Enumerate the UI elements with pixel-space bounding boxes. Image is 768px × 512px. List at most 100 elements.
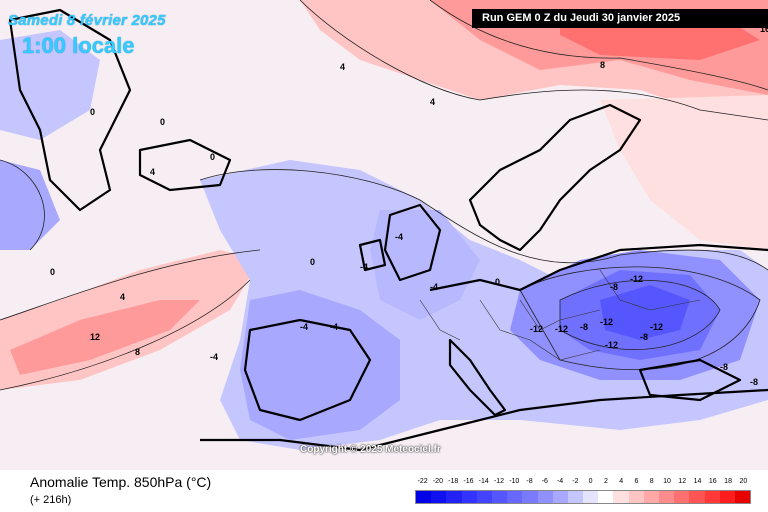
border-line [519, 299, 601, 331]
scale-swatch [659, 491, 675, 503]
forecast-hour: 1:00 locale [22, 33, 135, 58]
scale-label: -18 [448, 478, 459, 485]
scale-label: 10 [663, 478, 671, 485]
coastline-scandinavia [468, 103, 642, 252]
scale-swatch [674, 491, 690, 503]
cold-anomaly-iberia [240, 290, 400, 440]
scale-swatch [598, 491, 614, 503]
isotherm-label: -12 [630, 274, 643, 284]
coastline-north-europe [429, 243, 768, 292]
isotherm-line [299, 0, 768, 121]
isotherm-label: -8 [610, 282, 618, 292]
isotherm-label: 0 [90, 107, 95, 117]
scale-label: 14 [693, 478, 702, 485]
isotherm-label: 16 [760, 24, 768, 34]
scale-swatch [461, 491, 477, 503]
scale-swatch [491, 491, 508, 503]
scale-label: 12 [678, 478, 687, 485]
isotherm-label: -8 [720, 362, 728, 372]
warm-anomaly-atlantic-core [10, 300, 200, 375]
forecast-date: Samedi 8 février 2025 [8, 12, 166, 29]
isotherm-label: -4 [300, 322, 308, 332]
scale-label: -6 [541, 478, 548, 485]
scale-label: -8 [526, 478, 533, 485]
isotherm-line [0, 279, 251, 391]
isotherm-label: -12 [530, 324, 543, 334]
scale-label: -20 [432, 478, 443, 485]
isotherm-label: 8 [135, 347, 140, 357]
isotherm-label: 0 [50, 267, 55, 277]
isotherm-line [0, 249, 261, 321]
scale-swatch [416, 491, 432, 503]
color-scale-bar [415, 490, 751, 504]
isotherm-lines [0, 0, 768, 391]
coastline-britain [383, 203, 442, 282]
scale-swatch [734, 491, 751, 503]
scale-label: -22 [417, 478, 428, 485]
scale-swatch [522, 491, 538, 503]
isotherm-line [0, 159, 45, 251]
scale-swatch [537, 491, 553, 503]
cold-anomaly-west [0, 160, 60, 250]
scale-swatch [643, 491, 659, 503]
model-run-banner: Run GEM 0 Z du Jeudi 30 janvier 2025 [472, 9, 768, 28]
isotherm-label: -4 [360, 262, 368, 272]
isotherm-label: 0 [310, 257, 315, 267]
isotherm-label: -8 [640, 332, 648, 342]
isotherm-label: 4 [430, 97, 435, 107]
isotherm-label: -12 [605, 340, 618, 350]
coastline-iceland [138, 138, 232, 192]
scale-swatch [704, 491, 720, 503]
scale-swatch [552, 491, 568, 503]
border-line [419, 299, 461, 341]
border-line [599, 269, 701, 311]
isotherm-label: -8 [750, 377, 758, 387]
scale-swatch [583, 491, 599, 503]
scale-label: 16 [708, 478, 717, 485]
isotherm-label: -4 [395, 232, 403, 242]
scale-swatch [507, 491, 523, 503]
isotherm-label: 8 [600, 60, 605, 70]
scale-label: 8 [649, 478, 654, 485]
forecast-step: (+ 216h) [30, 494, 72, 506]
scale-label: 0 [588, 478, 593, 485]
scale-swatch [446, 491, 462, 503]
coastlines [8, 8, 768, 452]
isotherm-label: -4 [430, 282, 438, 292]
warm-anomaly-east [600, 95, 768, 250]
scale-label: 20 [739, 478, 748, 485]
scale-label: 6 [634, 478, 639, 485]
isotherm-label: 0 [210, 152, 215, 162]
borders [419, 269, 701, 361]
coastline-black-sea [638, 358, 742, 402]
scale-swatch [613, 491, 629, 503]
scale-label: -12 [493, 478, 505, 485]
scale-swatch [689, 491, 705, 503]
cold-anomaly-greenland [0, 30, 100, 140]
isotherm-label: -8 [580, 322, 588, 332]
isotherm-label: 4 [340, 62, 345, 72]
scale-label: 4 [619, 478, 624, 485]
scale-label: -2 [572, 478, 579, 485]
isotherm-line [519, 266, 761, 371]
scale-label: 2 [603, 478, 608, 485]
color-scale: -22 -20 -18 -16 -14 -12 -10 -8 -6 -4 -2 0 2 4 6 8 10 12 14… [415, 478, 751, 508]
isotherm-label: 12 [90, 332, 100, 342]
scale-swatch [719, 491, 735, 503]
coastline-greenland [8, 8, 132, 212]
isotherm-line [429, 0, 768, 91]
isotherm-line [199, 169, 768, 271]
coastline-iberia [243, 318, 372, 422]
scale-label: -4 [556, 478, 564, 485]
isotherm-label: -4 [210, 352, 218, 362]
scale-label: 18 [724, 478, 732, 485]
scale-label: -14 [478, 478, 489, 485]
coastline-ireland [358, 238, 387, 272]
coastline-italy [448, 338, 507, 417]
scale-label: -10 [509, 478, 520, 485]
isotherm-label: -4 [330, 322, 338, 332]
isotherm-label: -12 [555, 324, 568, 334]
copyright: Copyright © 2025 Meteociel.fr [300, 444, 441, 455]
border-line [479, 299, 601, 361]
weather-map: -4-4-4-4-4-4-8-8-8-8-8-12-12-12 -12-12-12… [0, 0, 768, 470]
